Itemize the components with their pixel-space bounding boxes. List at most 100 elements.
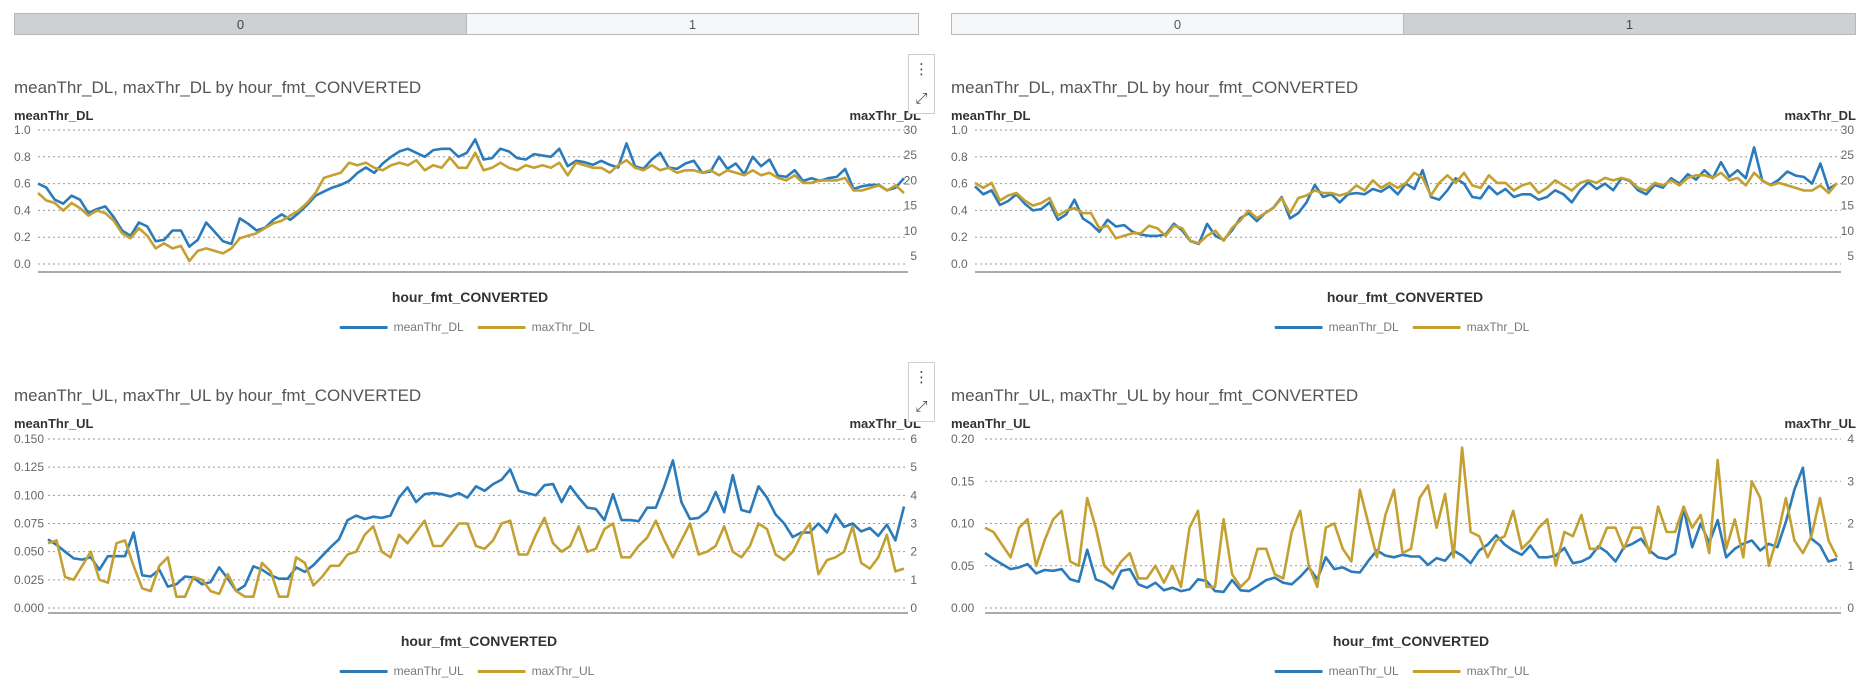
- y-tick-label: 0.8: [951, 150, 968, 164]
- line-chart-ul-panel-0: 0.000 0.025 0.050 0.075 0.100 0.125 0.150 0 1 2 3 4…: [14, 432, 917, 615]
- series-line-meanThr_DL[interactable]: [37, 138, 905, 248]
- expand-icon[interactable]: ⤢: [915, 398, 928, 415]
- y-tick-label: 1.0: [14, 123, 31, 137]
- y-tick-label: 0.150: [14, 432, 44, 446]
- legend: meanThr_UL maxThr_UL: [339, 664, 594, 678]
- chart-title: meanThr_DL, maxThr_DL by hour_fmt_CONVER…: [951, 78, 1359, 97]
- legend-item[interactable]: maxThr_DL: [477, 320, 595, 334]
- legend-item[interactable]: meanThr_UL: [339, 664, 464, 678]
- y2-tick-label: 0: [1847, 601, 1854, 615]
- tab-bar-right: 0 1: [951, 13, 1856, 35]
- more-vertical-icon[interactable]: ⋮: [914, 61, 929, 78]
- y-tick-label: 0.0: [951, 257, 968, 271]
- y2-tick-label: 25: [904, 148, 918, 162]
- y2-tick-label: 30: [1841, 123, 1855, 137]
- legend-item[interactable]: maxThr_DL: [1412, 320, 1530, 334]
- y-tick-label: 0.05: [951, 559, 975, 573]
- legend: meanThr_DL maxThr_DL: [339, 320, 595, 334]
- legend-swatch-mean: [1274, 669, 1323, 673]
- series-line-meanThr_UL[interactable]: [47, 459, 906, 593]
- y-tick-label: 0.2: [14, 230, 31, 244]
- legend-swatch-max: [1412, 669, 1461, 673]
- x-axis-label: hour_fmt_CONVERTED: [1332, 633, 1490, 649]
- y2-tick-label: 0: [910, 601, 917, 615]
- y-tick-label: 0.100: [14, 488, 44, 502]
- y-tick-label: 0.050: [14, 545, 44, 559]
- y2-axis-label: maxThr_UL: [1784, 416, 1856, 431]
- tab-0[interactable]: 0: [952, 14, 1403, 34]
- legend-item[interactable]: meanThr_UL: [1274, 664, 1399, 678]
- y2-tick-label: 15: [1841, 199, 1855, 213]
- tab-bar-left: 0 1: [14, 13, 919, 35]
- series-line-maxThr_UL[interactable]: [47, 516, 905, 598]
- y2-tick-label: 30: [904, 123, 918, 137]
- y2-tick-label: 5: [1847, 249, 1854, 263]
- y2-tick-label: 4: [910, 488, 917, 502]
- legend-item[interactable]: meanThr_DL: [339, 320, 464, 334]
- y2-axis-label: maxThr_DL: [849, 108, 921, 123]
- y-tick-label: 0.6: [14, 177, 31, 191]
- chart-toolbox: ⋮ ⤢: [908, 362, 935, 422]
- y2-tick-label: 20: [1841, 173, 1855, 187]
- legend-label: meanThr_DL: [393, 320, 464, 334]
- chart-toolbox: ⋮ ⤢: [908, 54, 935, 114]
- legend: meanThr_UL maxThr_UL: [1274, 664, 1530, 678]
- y-tick-label: 0.025: [14, 573, 44, 587]
- y2-tick-label: 25: [1841, 148, 1855, 162]
- tab-0[interactable]: 0: [15, 14, 466, 34]
- y2-tick-label: 10: [1841, 224, 1855, 238]
- y2-tick-label: 3: [1847, 474, 1854, 488]
- tab-1[interactable]: 1: [1403, 14, 1855, 34]
- legend-item[interactable]: maxThr_UL: [477, 664, 594, 678]
- y-tick-label: 1.0: [951, 123, 968, 137]
- x-axis-label: hour_fmt_CONVERTED: [391, 289, 549, 305]
- line-chart-dl-panel-0: 0.0 0.2 0.4 0.6 0.8 1.0 5 10 15 20 25 30: [14, 123, 918, 273]
- y2-axis-label: maxThr_UL: [849, 416, 921, 431]
- legend-label: maxThr_UL: [1466, 664, 1530, 678]
- chart-title: meanThr_DL, maxThr_DL by hour_fmt_CONVER…: [14, 78, 422, 97]
- more-vertical-icon[interactable]: ⋮: [914, 369, 929, 386]
- legend-swatch-max: [477, 325, 526, 329]
- y-tick-label: 0.10: [951, 517, 975, 531]
- legend-item[interactable]: maxThr_UL: [1412, 664, 1530, 678]
- series-line-maxThr_DL[interactable]: [974, 171, 1839, 245]
- y-tick-label: 0.2: [951, 230, 968, 244]
- legend-label: meanThr_UL: [1328, 664, 1399, 678]
- legend-item[interactable]: meanThr_DL: [1274, 320, 1399, 334]
- y-tick-label: 0.8: [14, 150, 31, 164]
- line-chart-ul-panel-1: 0.00 0.05 0.10 0.15 0.20 0 1 2 3 4: [951, 432, 1854, 615]
- y2-tick-label: 6: [910, 432, 917, 446]
- chart-title: meanThr_UL, maxThr_UL by hour_fmt_CONVER…: [951, 386, 1359, 405]
- legend-label: meanThr_DL: [1328, 320, 1399, 334]
- tab-1[interactable]: 1: [466, 14, 918, 34]
- chart-title: meanThr_UL, maxThr_UL by hour_fmt_CONVER…: [14, 386, 422, 405]
- legend-swatch-mean: [1274, 325, 1323, 329]
- y-tick-label: 0.000: [14, 601, 44, 615]
- y2-tick-label: 3: [910, 517, 917, 531]
- legend-swatch-mean: [339, 669, 388, 673]
- y2-tick-label: 20: [904, 173, 918, 187]
- y-tick-label: 0.20: [951, 432, 975, 446]
- y-tick-label: 0.0: [14, 257, 31, 271]
- y-tick-label: 0.00: [951, 601, 975, 615]
- series-line-maxThr_UL[interactable]: [984, 446, 1839, 589]
- y-tick-label: 0.6: [951, 177, 968, 191]
- y-axis-label: meanThr_DL: [951, 108, 1031, 123]
- series-line-maxThr_DL[interactable]: [37, 151, 905, 263]
- y2-tick-label: 15: [904, 199, 918, 213]
- legend-label: maxThr_DL: [1466, 320, 1530, 334]
- expand-icon[interactable]: ⤢: [915, 90, 928, 107]
- y-tick-label: 0.075: [14, 517, 44, 531]
- y-tick-label: 0.4: [951, 203, 968, 217]
- legend: meanThr_DL maxThr_DL: [1274, 320, 1530, 334]
- y2-tick-label: 5: [910, 249, 917, 263]
- y2-tick-label: 2: [910, 545, 917, 559]
- y2-tick-label: 10: [904, 224, 918, 238]
- y2-axis-label: maxThr_DL: [1784, 108, 1856, 123]
- y-tick-label: 0.4: [14, 203, 31, 217]
- series-line-meanThr_DL[interactable]: [974, 146, 1838, 246]
- legend-label: maxThr_DL: [531, 320, 595, 334]
- legend-swatch-mean: [339, 325, 388, 329]
- y2-tick-label: 4: [1847, 432, 1854, 446]
- series-line-meanThr_UL[interactable]: [984, 466, 1838, 594]
